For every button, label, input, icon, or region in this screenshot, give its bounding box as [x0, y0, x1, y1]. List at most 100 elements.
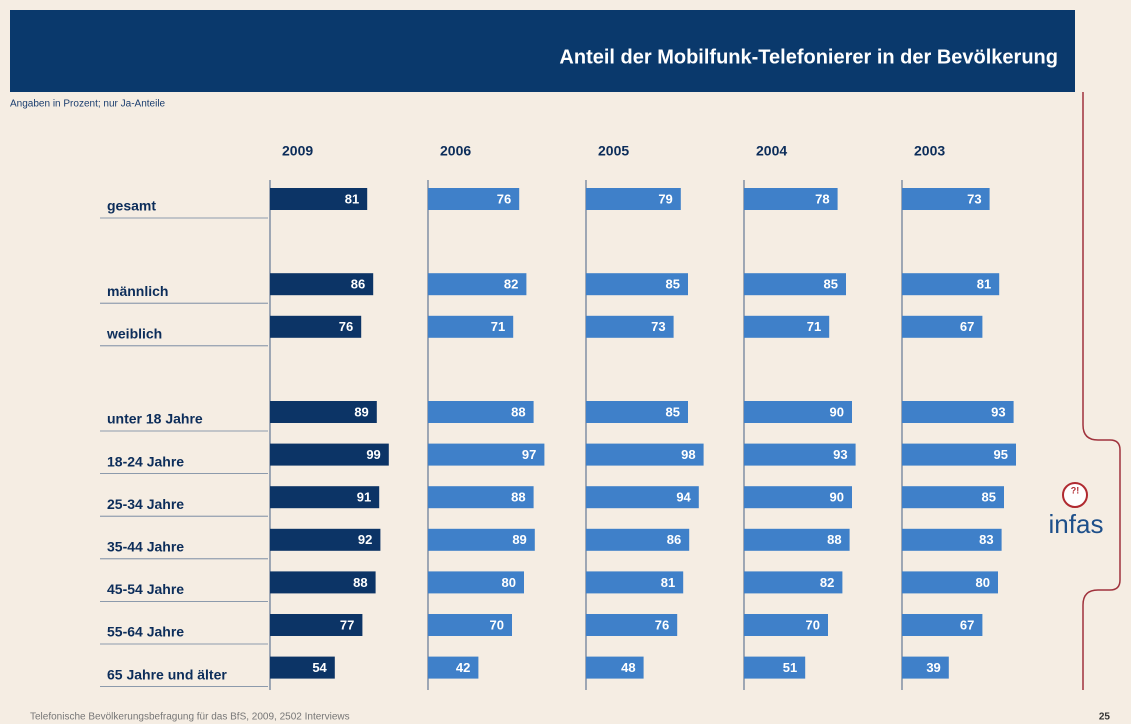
bar: [902, 443, 1016, 466]
row-label: 55-64 Jahre: [107, 624, 184, 640]
bar: [586, 656, 644, 679]
value-label: 73: [967, 191, 981, 206]
bracket: [1082, 92, 1121, 690]
bar: [902, 401, 1014, 423]
header-band: [10, 10, 1075, 92]
value-label: 82: [504, 277, 518, 292]
value-label: 93: [991, 404, 1005, 419]
value-label: 39: [926, 660, 940, 675]
subtitle: Angaben in Prozent; nur Ja-Anteile: [10, 99, 166, 110]
legend-year: 2005: [598, 143, 629, 159]
value-label: 71: [807, 319, 821, 334]
row-label: 25-34 Jahre: [107, 496, 184, 512]
bar: [270, 443, 389, 466]
row-label: weiblich: [106, 326, 162, 342]
value-label: 90: [830, 404, 844, 419]
logo-icon: [1062, 482, 1088, 508]
bar: [902, 571, 998, 594]
value-label: 76: [497, 191, 511, 206]
bar: [428, 315, 514, 338]
value-label: 88: [353, 575, 367, 590]
value-label: 95: [994, 447, 1008, 462]
bar: [428, 528, 535, 551]
value-label: 90: [830, 490, 844, 505]
bar: [270, 528, 381, 551]
bar: [270, 273, 374, 296]
bar: [744, 656, 806, 679]
bar: [902, 315, 983, 338]
page-number: 25: [1099, 712, 1111, 723]
legend-year: 2003: [914, 143, 945, 159]
value-label: 98: [681, 447, 695, 462]
logo-icon-text: ?!: [1071, 485, 1080, 495]
value-label: 82: [820, 575, 834, 590]
bar: [902, 273, 1000, 296]
bar: [902, 656, 949, 679]
value-label: 85: [666, 404, 680, 419]
value-label: 78: [815, 191, 829, 206]
value-label: 67: [960, 319, 974, 334]
value-label: 92: [358, 532, 372, 547]
bar: [586, 401, 688, 423]
value-label: 81: [977, 277, 991, 292]
row-label: unter 18 Jahre: [107, 411, 203, 427]
bar: [902, 188, 990, 210]
bar: [428, 614, 512, 636]
value-label: 94: [676, 490, 691, 505]
value-label: 91: [357, 490, 371, 505]
value-label: 76: [655, 617, 669, 632]
bar: [586, 443, 704, 466]
bar: [270, 401, 377, 423]
value-label: 89: [354, 404, 368, 419]
bar: [428, 656, 479, 679]
value-label: 88: [511, 404, 525, 419]
row-label: gesamt: [107, 198, 156, 214]
bar: [586, 486, 699, 509]
value-label: 80: [502, 575, 516, 590]
value-label: 88: [827, 532, 841, 547]
bar: [586, 188, 681, 210]
value-label: 99: [366, 447, 380, 462]
value-label: 83: [979, 532, 993, 547]
value-label: 71: [491, 319, 505, 334]
value-label: 48: [621, 660, 635, 675]
value-label: 93: [833, 447, 847, 462]
bar: [428, 188, 520, 210]
row-label: 18-24 Jahre: [107, 453, 184, 469]
bar: [744, 315, 830, 338]
source: Telefonische Bevölkerungsbefragung für d…: [30, 712, 350, 723]
value-label: 76: [339, 319, 353, 334]
bar: [902, 614, 983, 636]
value-label: 85: [982, 490, 996, 505]
bar: [902, 486, 1004, 509]
value-label: 51: [783, 660, 797, 675]
legend-year: 2006: [440, 143, 471, 159]
bar: [270, 486, 380, 509]
bar: [270, 656, 335, 679]
bar: [744, 401, 852, 423]
value-label: 88: [511, 490, 525, 505]
value-label: 97: [522, 447, 536, 462]
value-label: 70: [490, 617, 504, 632]
value-label: 81: [661, 575, 675, 590]
legend-year: 2009: [282, 143, 313, 159]
value-label: 67: [960, 617, 974, 632]
value-label: 86: [667, 532, 681, 547]
bar: [902, 528, 1002, 551]
value-label: 85: [824, 277, 838, 292]
bar: [744, 188, 838, 210]
value-label: 81: [345, 191, 359, 206]
row-label: männlich: [107, 283, 168, 299]
bar: [744, 571, 843, 594]
value-label: 73: [651, 319, 665, 334]
bar: [270, 614, 363, 636]
bar: [744, 443, 856, 466]
bar: [586, 273, 688, 296]
bar: [428, 401, 534, 423]
row-label: 45-54 Jahre: [107, 581, 184, 597]
value-label: 42: [456, 660, 470, 675]
value-label: 54: [312, 660, 327, 675]
bar: [428, 571, 524, 594]
value-label: 80: [976, 575, 990, 590]
